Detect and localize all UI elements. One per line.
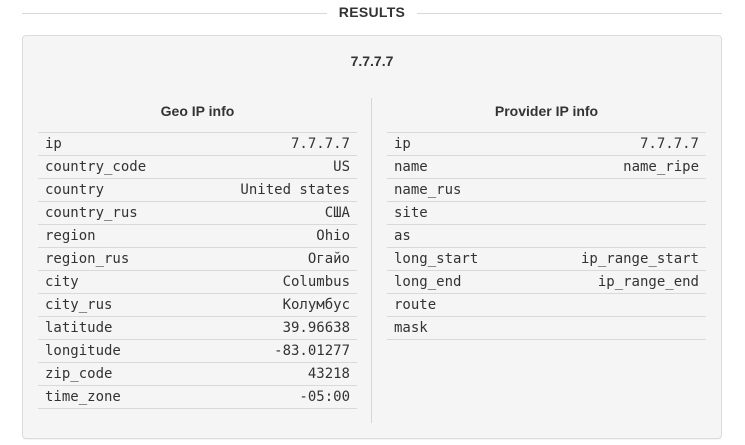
row-value: 7.7.7.7	[290, 136, 350, 152]
row-value	[523, 202, 706, 225]
row-key: country_code	[45, 159, 147, 175]
geo-ip-section: Geo IP info ip 7.7.7.7 country_code US cou…	[38, 98, 357, 409]
row-key: longitude	[45, 343, 121, 359]
row-value: ip_range_end	[597, 274, 699, 290]
row-key: latitude	[45, 320, 113, 336]
row-key: zip_code	[45, 366, 113, 382]
table-row: city_rus Колумбус	[38, 293, 357, 317]
row-key: city_rus	[45, 297, 113, 313]
table-row: long_end ip_range_end	[387, 270, 706, 294]
row-key: long_start	[394, 251, 479, 267]
row-value	[523, 179, 706, 202]
row-value: 43218	[307, 366, 350, 382]
geo-ip-title: Geo IP info	[160, 103, 235, 119]
table-row: route	[387, 293, 706, 317]
table-row: site	[387, 201, 706, 225]
row-value: Columbus	[282, 274, 350, 290]
table-row: as	[387, 224, 706, 248]
row-key: ip	[45, 136, 62, 152]
header-rule-left	[22, 13, 327, 14]
row-key: region_rus	[45, 251, 130, 267]
row-key: site	[394, 205, 428, 221]
row-key: as	[394, 228, 411, 244]
result-panel: 7.7.7.7 Geo IP info ip 7.7.7.7 country_co…	[22, 35, 722, 439]
row-value: -83.01277	[274, 343, 350, 359]
table-row: country_code US	[38, 155, 357, 179]
geo-ip-table: ip 7.7.7.7 country_code US country United s…	[38, 132, 357, 409]
row-value: -05:00	[299, 389, 350, 405]
row-value	[523, 225, 706, 248]
table-row: country United states	[38, 178, 357, 202]
row-key: name	[394, 159, 428, 175]
row-value: US	[333, 159, 350, 175]
table-row: ip 7.7.7.7	[38, 132, 357, 156]
row-key: time_zone	[45, 389, 121, 405]
row-value: name_ripe	[623, 159, 699, 175]
provider-ip-table: ip 7.7.7.7 name name_ripe name_rus site as…	[387, 132, 706, 340]
results-header: RESULTS	[22, 4, 722, 24]
table-row: city Columbus	[38, 270, 357, 294]
row-value: США	[324, 205, 350, 221]
table-row: ip 7.7.7.7	[387, 132, 706, 156]
row-key: city	[45, 274, 79, 290]
table-row: longitude -83.01277	[38, 339, 357, 363]
table-row: name name_ripe	[387, 155, 706, 179]
provider-ip-section: Provider IP info ip 7.7.7.7 name name_ripe…	[387, 98, 706, 340]
row-value: 7.7.7.7	[639, 136, 699, 152]
row-key: name_rus	[394, 182, 462, 198]
row-value: Колумбус	[282, 297, 350, 313]
table-row: latitude 39.96638	[38, 316, 357, 340]
row-key: region	[45, 228, 96, 244]
row-key: country	[45, 182, 105, 198]
table-row: zip_code 43218	[38, 362, 357, 386]
table-row: country_rus США	[38, 201, 357, 225]
provider-ip-title: Provider IP info	[494, 103, 599, 119]
row-value	[523, 294, 706, 317]
row-value: ip_range_start	[580, 251, 699, 267]
queried-ip: 7.7.7.7	[350, 53, 394, 69]
row-key: ip	[394, 136, 411, 152]
table-row: mask	[387, 316, 706, 340]
table-row: region Ohio	[38, 224, 357, 248]
row-key: route	[394, 297, 437, 313]
row-key: mask	[394, 320, 428, 336]
table-row: long_start ip_range_start	[387, 247, 706, 271]
row-value: Огайо	[307, 251, 350, 267]
table-row: name_rus	[387, 178, 706, 202]
row-value: United states	[240, 182, 350, 198]
table-row: time_zone -05:00	[38, 385, 357, 409]
row-key: long_end	[394, 274, 462, 290]
header-rule-right	[417, 13, 722, 14]
row-value: Ohio	[316, 228, 350, 244]
table-row: region_rus Огайо	[38, 247, 357, 271]
row-key: country_rus	[45, 205, 138, 221]
results-title: RESULTS	[338, 4, 406, 20]
row-value	[523, 317, 706, 340]
column-divider	[371, 98, 372, 423]
row-value: 39.96638	[282, 320, 350, 336]
